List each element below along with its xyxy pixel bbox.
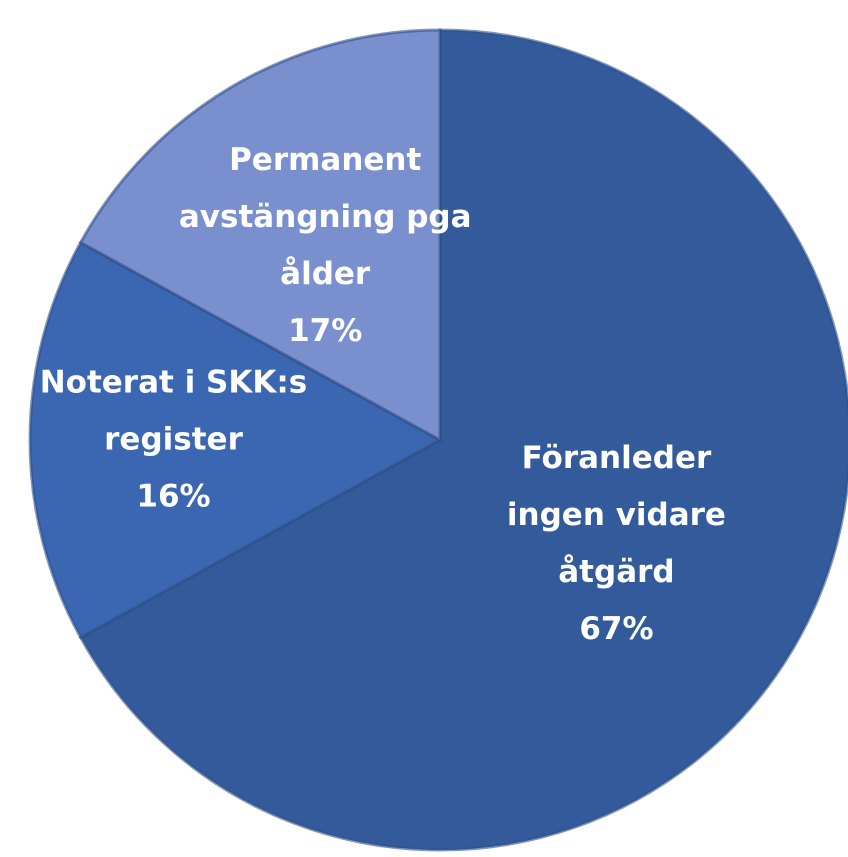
pie-slice	[28, 240, 444, 640]
value-label: 67%	[579, 611, 654, 648]
value-label: 17%	[288, 312, 363, 349]
slice-label: Föranleder ingen vidare åtgärd 67%	[491, 430, 741, 658]
pie-slice	[78, 28, 442, 443]
category-label: Föranleder ingen vidare åtgärd	[506, 440, 726, 591]
slice-label: Permanent avstängning pga ålder 17%	[160, 132, 490, 360]
pie-slice	[78, 28, 848, 852]
slice-label: Noterat i SKK:s register 16%	[24, 355, 324, 526]
category-label: Noterat i SKK:s register	[39, 364, 308, 458]
value-label: 16%	[136, 478, 211, 515]
category-label: Permanent avstängning pga ålder	[178, 141, 472, 292]
